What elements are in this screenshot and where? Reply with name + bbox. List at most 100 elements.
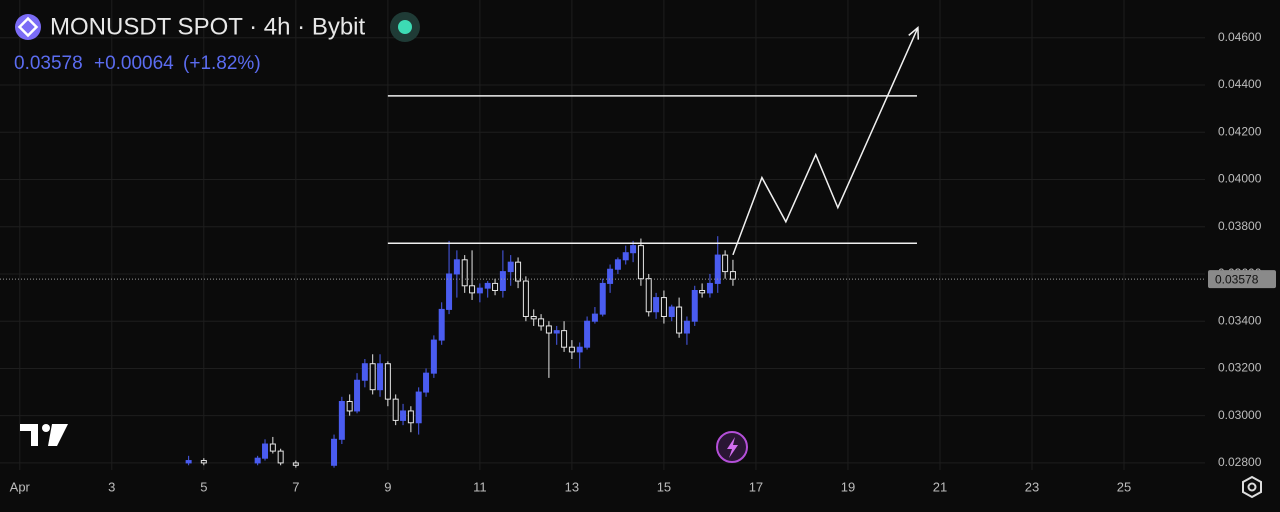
candle-body bbox=[530, 315, 537, 320]
candle-body bbox=[277, 450, 284, 464]
x-tick-label: 5 bbox=[200, 479, 207, 494]
candle-body bbox=[492, 282, 499, 292]
y-tick-label: 0.04600 bbox=[1218, 30, 1262, 44]
candle-body bbox=[392, 398, 399, 421]
tradingview-logo[interactable] bbox=[20, 424, 68, 446]
logo-part bbox=[20, 424, 38, 446]
candle-body bbox=[561, 330, 568, 348]
y-tick-label: 0.03400 bbox=[1218, 313, 1262, 327]
candle-body bbox=[691, 290, 698, 322]
x-tick-label: 11 bbox=[473, 479, 487, 494]
y-tick-label: 0.02800 bbox=[1218, 455, 1262, 469]
last-price-label: 0.03578 bbox=[1215, 272, 1259, 286]
candle-body bbox=[484, 282, 491, 289]
x-tick-label: 23 bbox=[1025, 479, 1039, 494]
candle-body bbox=[377, 363, 384, 391]
candle-body bbox=[637, 245, 644, 280]
grid bbox=[0, 0, 1205, 470]
y-tick-label: 0.04400 bbox=[1218, 77, 1262, 91]
x-tick-label: 7 bbox=[292, 479, 299, 494]
x-tick-label: 13 bbox=[565, 479, 579, 494]
candle-body bbox=[200, 460, 207, 464]
logo-part bbox=[42, 424, 50, 432]
candle-body bbox=[507, 261, 514, 273]
logo-part bbox=[48, 424, 68, 446]
candle-body bbox=[522, 280, 529, 317]
candle-body bbox=[354, 379, 361, 412]
candle-body bbox=[553, 330, 560, 334]
candle-body bbox=[545, 325, 552, 334]
candle-body bbox=[446, 273, 453, 310]
x-tick-label: Apr bbox=[10, 479, 31, 494]
candle-body bbox=[538, 318, 545, 327]
y-tick-label: 0.03200 bbox=[1218, 361, 1262, 375]
y-tick-label: 0.03000 bbox=[1218, 408, 1262, 422]
x-tick-label: 9 bbox=[384, 479, 391, 494]
candle-body bbox=[384, 363, 391, 400]
x-tick-label: 15 bbox=[657, 479, 671, 494]
candle-body bbox=[683, 320, 690, 334]
x-tick-label: 19 bbox=[841, 479, 855, 494]
projection-path bbox=[732, 27, 919, 256]
candle-body bbox=[499, 271, 506, 292]
candle-body bbox=[660, 297, 667, 317]
settings-icon-center bbox=[1247, 482, 1257, 492]
price-change: +0.00064 bbox=[94, 53, 174, 74]
price-change-pct: (+1.82%) bbox=[183, 53, 261, 74]
candle-body bbox=[568, 346, 575, 353]
events-icon-bolt bbox=[727, 437, 738, 458]
candle-body bbox=[185, 460, 192, 464]
candle-body bbox=[607, 268, 614, 284]
candle-body bbox=[576, 346, 583, 353]
candle-body bbox=[476, 287, 483, 294]
candle-body bbox=[599, 282, 606, 315]
x-tick-label: 17 bbox=[749, 479, 763, 494]
x-tick-label: 21 bbox=[933, 479, 947, 494]
candle-body bbox=[262, 443, 269, 459]
candle-body bbox=[729, 271, 736, 280]
candle-body bbox=[331, 438, 338, 466]
candle-body bbox=[254, 457, 261, 464]
x-tick-label: 25 bbox=[1117, 479, 1131, 494]
candle-body bbox=[630, 245, 637, 254]
plot-area bbox=[185, 26, 920, 468]
candle-body bbox=[653, 297, 660, 313]
candle-body bbox=[415, 391, 422, 424]
chart-title: MONUSDT SPOT · 4h · Bybit bbox=[50, 13, 366, 40]
candle-body bbox=[461, 259, 468, 287]
candle-body bbox=[676, 306, 683, 334]
symbol-icon-shape bbox=[17, 16, 39, 38]
candle-body bbox=[346, 401, 353, 412]
candle-body bbox=[584, 320, 591, 348]
candle-body bbox=[722, 254, 729, 273]
candle-body bbox=[438, 308, 445, 341]
candle-body bbox=[515, 261, 522, 282]
candle-body bbox=[407, 410, 414, 424]
candle-body bbox=[614, 259, 621, 270]
candle-body bbox=[591, 313, 598, 322]
settings-icon[interactable] bbox=[1242, 475, 1262, 499]
candle-body bbox=[430, 339, 437, 374]
candle-body bbox=[622, 252, 629, 261]
symbol-icon[interactable] bbox=[15, 14, 41, 40]
candle-body bbox=[361, 363, 368, 381]
y-tick-label: 0.04200 bbox=[1218, 124, 1262, 138]
status-dot bbox=[398, 20, 412, 34]
candle-body bbox=[645, 278, 652, 313]
candle-body bbox=[369, 363, 376, 391]
candle-body bbox=[714, 254, 721, 284]
y-tick-label: 0.03800 bbox=[1218, 219, 1262, 233]
candle-body bbox=[292, 462, 299, 466]
candle-body bbox=[668, 306, 675, 317]
price-line: 0.03578 +0.00064 (+1.82%) bbox=[14, 53, 261, 74]
axes: 0.028000.030000.032000.034000.036000.038… bbox=[0, 30, 1276, 494]
y-tick-label: 0.04000 bbox=[1218, 172, 1262, 186]
last-price-box bbox=[1208, 270, 1276, 289]
candle-body bbox=[453, 259, 460, 275]
projection-arrowhead bbox=[908, 26, 920, 40]
candle-body bbox=[469, 285, 476, 294]
candle-body bbox=[338, 401, 345, 440]
candle-body bbox=[400, 410, 407, 421]
